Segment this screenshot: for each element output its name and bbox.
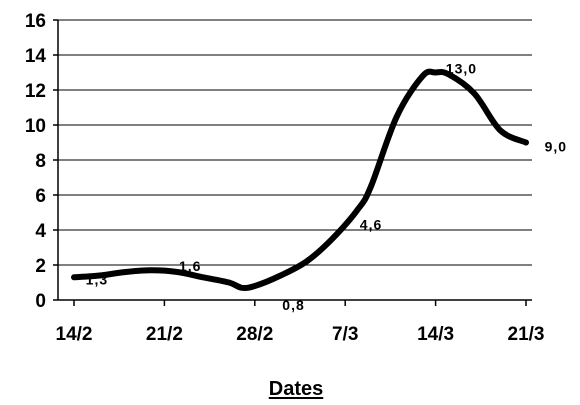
data-label: 4,6 — [360, 217, 382, 233]
y-tick-label: 14 — [25, 46, 47, 67]
y-tick-label: 12 — [25, 81, 46, 102]
y-tick-label: 4 — [35, 221, 46, 242]
data-label: 1,3 — [86, 271, 108, 287]
y-tick-label: 16 — [25, 11, 46, 32]
x-tick-label: 14/2 — [56, 324, 93, 345]
y-tick-label: 8 — [35, 151, 46, 172]
x-tick-label: 7/3 — [332, 324, 358, 345]
data-label: 1,6 — [179, 258, 201, 274]
series-line — [71, 68, 529, 292]
x-axis-title: Dates — [269, 378, 323, 400]
data-label: 13,0 — [446, 61, 477, 77]
y-tick-labels: 0 2 4 6 8 10 12 14 16 — [25, 11, 58, 312]
x-tick-labels: 14/2 21/2 28/2 7/3 14/3 21/3 — [56, 300, 545, 345]
data-label: 9,0 — [545, 139, 567, 155]
x-tick-label: 21/3 — [508, 324, 545, 345]
y-tick-label: 0 — [35, 291, 46, 312]
y-tick-label: 10 — [25, 116, 46, 137]
data-labels: 1,3 1,6 0,8 4,6 13,0 9,0 — [86, 61, 567, 314]
y-tick-label: 2 — [35, 256, 46, 277]
x-tick-label: 28/2 — [236, 324, 273, 345]
x-tick-label: 14/3 — [417, 324, 454, 345]
y-tick-label: 6 — [35, 186, 46, 207]
x-tick-label: 21/2 — [146, 324, 183, 345]
data-label: 0,8 — [282, 297, 304, 313]
grid-lines — [58, 19, 532, 266]
